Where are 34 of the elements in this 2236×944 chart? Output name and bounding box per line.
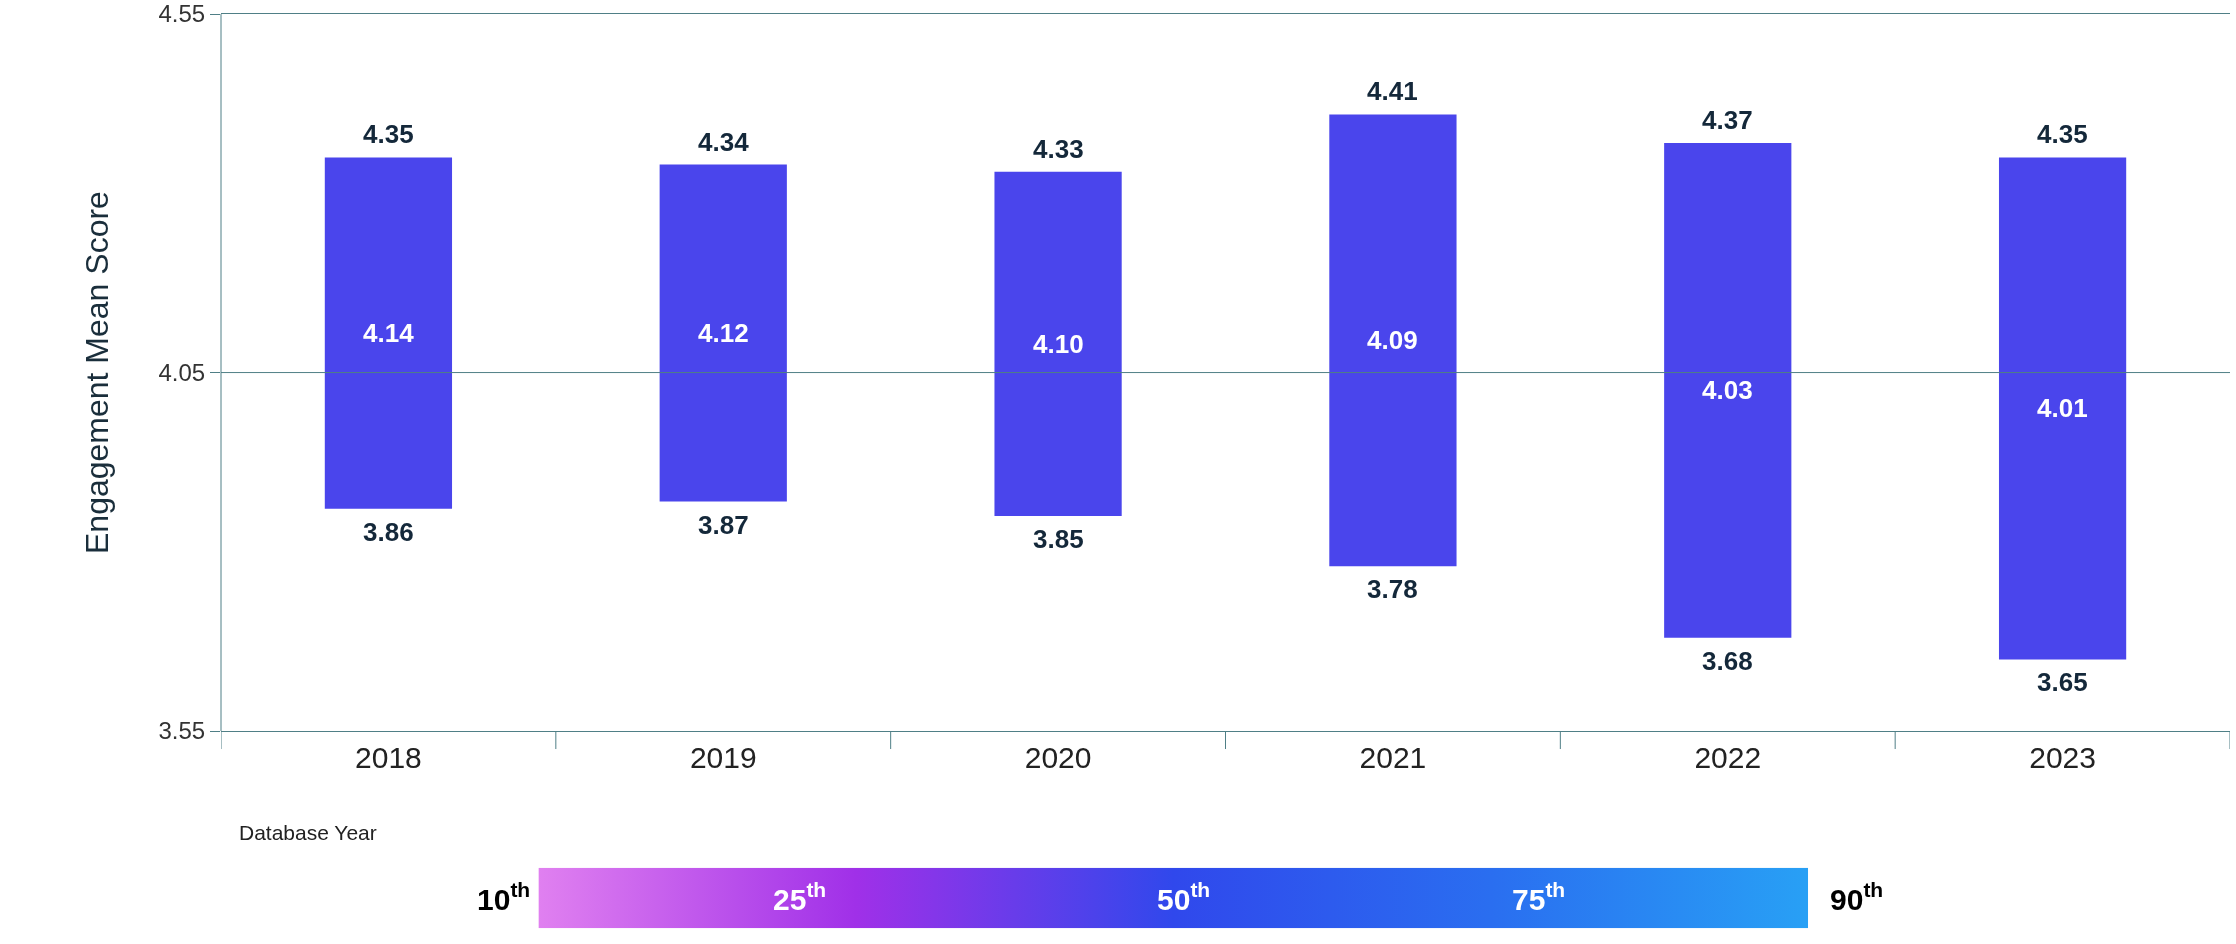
x-tick-label: 2021 — [1359, 741, 1427, 775]
y-tick-label: 3.55 — [158, 717, 206, 745]
text: 90$^{th}$ — [1830, 878, 1884, 916]
annotation: 4.09 — [1367, 325, 1418, 355]
annotation: 4.37 — [1702, 105, 1753, 135]
annotation: 4.41 — [1367, 76, 1418, 106]
y-tick-label: 4.05 — [158, 358, 206, 386]
annotation: 4.33 — [1033, 134, 1084, 164]
x-tick-label: 2022 — [1694, 741, 1762, 775]
y-axis-title: Engagement Mean Score — [78, 191, 115, 554]
x-tick-label: 2019 — [689, 741, 757, 775]
annotation: 4.35 — [2037, 119, 2088, 149]
annotation: 4.10 — [1033, 329, 1084, 359]
x-tick-label: 2023 — [2029, 741, 2096, 775]
annotation: 3.87 — [698, 510, 749, 540]
y-tick-label: 4.55 — [158, 0, 206, 28]
x-axis-title: Database Year — [239, 821, 377, 844]
annotation: 4.12 — [698, 318, 749, 348]
text: 50$^{th}$ — [1157, 878, 1211, 916]
annotation: 4.14 — [363, 318, 415, 348]
annotation: 3.65 — [2037, 667, 2088, 697]
annotation: 4.35 — [363, 119, 414, 149]
annotation: 3.85 — [1033, 524, 1084, 554]
annotation: 4.34 — [698, 127, 750, 157]
annotation: 4.01 — [2037, 393, 2088, 423]
text: 75$^{th}$ — [1512, 878, 1566, 916]
x-tick-label: 2018 — [355, 741, 422, 775]
text: 25$^{th}$ — [773, 878, 827, 916]
annotation: 3.78 — [1367, 574, 1418, 604]
annotation: 3.86 — [363, 517, 414, 547]
annotation: 4.03 — [1702, 375, 1753, 405]
annotation: 3.68 — [1702, 646, 1753, 676]
x-tick-label: 2020 — [1024, 741, 1092, 775]
text: 10$^{th}$ — [477, 878, 531, 916]
